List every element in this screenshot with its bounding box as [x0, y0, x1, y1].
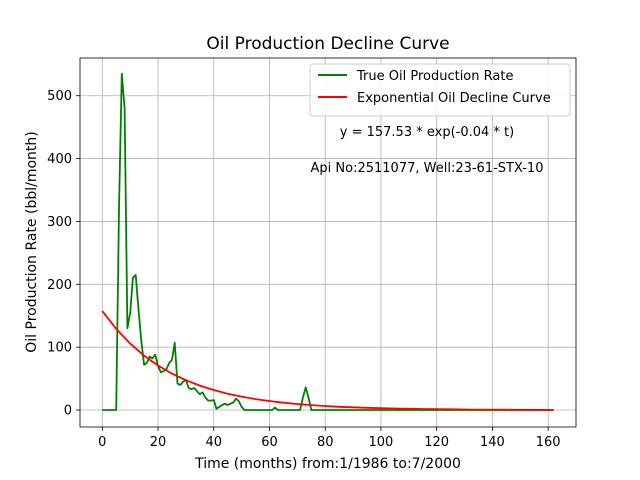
x-axis-label: Time (months) from:1/1986 to:7/2000: [194, 456, 461, 472]
plot-frame: [79, 57, 577, 428]
plot-area: [80, 58, 576, 427]
y-tick-label: 300: [47, 215, 72, 230]
legend-label-exponential-fit: Exponential Oil Decline Curve: [357, 91, 551, 106]
y-tick-label: 400: [47, 152, 72, 167]
x-tick-label: 40: [205, 435, 222, 450]
vertical-gridlines: [101, 58, 549, 427]
chart-title: Oil Production Decline Curve: [206, 34, 449, 54]
x-tick-label: 140: [480, 435, 505, 450]
exponential-decline-curve-line: [101, 310, 554, 411]
y-axis-label: Oil Production Rate (bbl/month): [24, 131, 40, 352]
x-tick-label: 80: [317, 435, 334, 450]
x-axis-ticks: 0 20 40 60 80 100 120 140 160: [98, 427, 561, 450]
y-tick-label: 100: [47, 341, 72, 356]
well-info-annotation: Api No:2511077, Well:23-61-STX-10: [311, 161, 544, 176]
x-tick-label: 0: [98, 435, 106, 450]
y-tick-label: 0: [64, 404, 72, 419]
x-tick-label: 60: [261, 435, 278, 450]
x-tick-label: 160: [536, 435, 561, 450]
y-tick-label: 200: [47, 278, 72, 293]
y-axis-ticks: 0 100 200 300 400 500: [47, 89, 80, 419]
x-tick-label: 20: [150, 435, 167, 450]
legend: True Oil Production Rate Exponential Oil…: [309, 63, 571, 117]
series-lines: [101, 72, 554, 411]
x-tick-label: 120: [424, 435, 449, 450]
legend-box: [309, 63, 571, 117]
x-tick-label: 100: [369, 435, 394, 450]
fit-equation-annotation: y = 157.53 * exp(-0.04 * t): [340, 125, 514, 140]
y-tick-label: 500: [47, 89, 72, 104]
legend-label-true-rate: True Oil Production Rate: [356, 69, 513, 84]
true-production-rate-line: [102, 72, 554, 411]
